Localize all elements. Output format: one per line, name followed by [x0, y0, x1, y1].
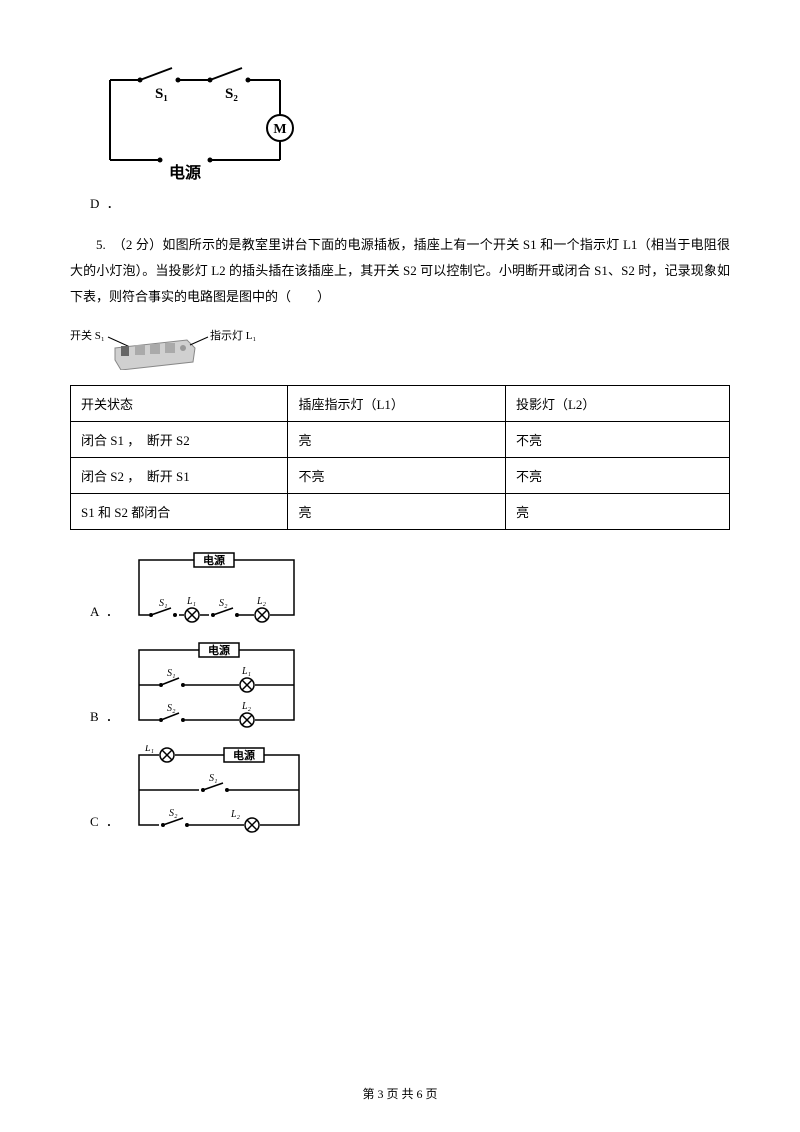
svg-text:S₂: S₂: [167, 703, 176, 714]
th-state: 开关状态: [71, 386, 288, 422]
option-b-label: B ．: [90, 706, 121, 730]
observation-table: 开关状态 插座指示灯（L1） 投影灯（L2） 闭合 S1 ， 断开 S2 亮 不…: [70, 385, 730, 530]
table-row: 闭合 S2 ， 断开 S1 不亮 不亮: [71, 458, 730, 494]
th-l2: 投影灯（L2）: [505, 386, 729, 422]
switch-label: 开关 S₁: [70, 328, 105, 342]
page-footer: 第 3 页 共 6 页: [0, 1085, 800, 1102]
svg-text:L₂: L₂: [241, 701, 252, 712]
option-d-label: D ．: [90, 193, 122, 212]
option-a-label: A ．: [90, 601, 121, 625]
svg-text:L₁: L₁: [144, 745, 154, 754]
option-a: A ． 电源 S₁ L₁ S₂ L₂: [90, 550, 730, 625]
svg-text:S₂: S₂: [169, 808, 178, 819]
svg-text:电源: 电源: [203, 553, 225, 567]
svg-text:L₁: L₁: [241, 666, 251, 677]
svg-text:电源: 电源: [208, 643, 230, 657]
svg-text:L₂: L₂: [230, 809, 241, 820]
table-row: 闭合 S1 ， 断开 S2 亮 不亮: [71, 422, 730, 458]
powerstrip-image: 开关 S₁ 指示灯 L₁: [70, 325, 730, 370]
svg-text:L₂: L₂: [256, 596, 267, 607]
s2-label: S₂: [225, 86, 238, 102]
indicator-label: 指示灯 L₁: [210, 328, 256, 342]
power-label: 电源: [169, 163, 201, 180]
s1-label: S₁: [155, 86, 168, 102]
svg-text:S₁: S₁: [209, 773, 217, 784]
svg-text:S₁: S₁: [159, 598, 167, 609]
circuit-d-diagram: M S₁ S₂ 电源: [100, 60, 730, 180]
th-l1: 插座指示灯（L1）: [288, 386, 505, 422]
option-b: B ． 电源 S₁ L₁ S₂ L₂: [90, 640, 730, 730]
svg-text:电源: 电源: [233, 748, 255, 762]
table-row: 开关状态 插座指示灯（L1） 投影灯（L2）: [71, 386, 730, 422]
svg-text:S₂: S₂: [219, 598, 228, 609]
question-5-text: 5. （2 分）如图所示的是教室里讲台下面的电源插板，插座上有一个开关 S1 和…: [70, 232, 730, 310]
svg-text:L₁: L₁: [186, 596, 196, 607]
m-label: M: [273, 122, 286, 137]
option-c-label: C ．: [90, 811, 121, 835]
table-row: S1 和 S2 都闭合 亮 亮: [71, 494, 730, 530]
option-c: C ． L₁ 电源 S₁ S₂ L₂: [90, 745, 730, 835]
svg-text:S₁: S₁: [167, 668, 175, 679]
